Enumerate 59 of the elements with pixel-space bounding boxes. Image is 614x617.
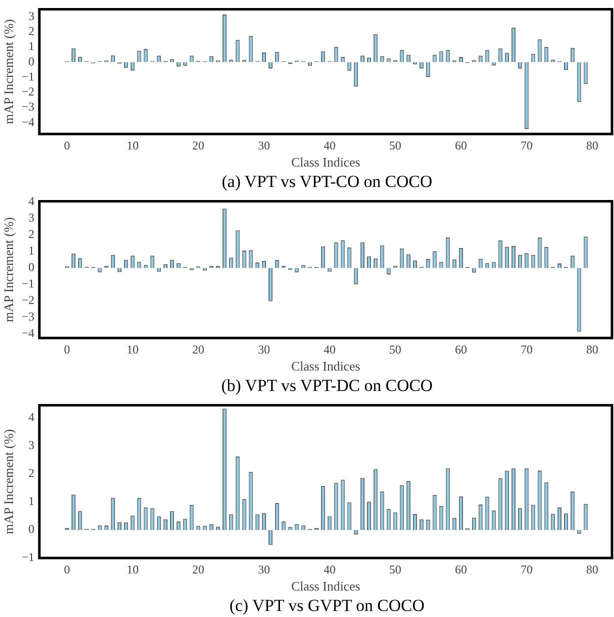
x-tick-label: 40 — [324, 562, 336, 576]
x-tick-label: 30 — [258, 342, 270, 356]
x-axis-title: Class Indices — [291, 358, 360, 374]
y-tick-label: 4 — [28, 410, 34, 424]
x-tick-label: 60 — [454, 138, 467, 152]
text: (a) VPT vs VPT-CO on COCO — [220, 171, 434, 192]
x-tick-label: 40 — [324, 342, 336, 356]
y-axis-title: mAP Increment (%) — [1, 429, 16, 534]
x-tick-label: 20 — [192, 562, 204, 576]
y-tick-label: 2 — [28, 24, 34, 38]
x-tick-label: 50 — [389, 562, 402, 576]
x-tick-label: 10 — [126, 562, 139, 576]
y-tick-label: 2 — [28, 466, 34, 480]
y-tick-label: −4 — [22, 114, 34, 129]
x-tick-label: 80 — [586, 342, 598, 356]
y-tick-label: 0 — [28, 522, 34, 536]
y-tick-label: 1 — [28, 244, 34, 258]
x-tick-label: 50 — [389, 138, 402, 152]
x-tick-label: 0 — [64, 562, 70, 576]
y-axis-title: mAP Increment (%) — [1, 217, 16, 322]
x-axis-title: Class Indices — [291, 154, 360, 170]
x-tick-label: 10 — [126, 342, 139, 356]
x-tick-label: 60 — [454, 562, 467, 576]
y-tick-label: 2 — [28, 227, 34, 242]
x-tick-label: 80 — [586, 562, 598, 576]
x-tick-label: 70 — [520, 562, 533, 576]
y-tick-label: −3 — [22, 100, 34, 114]
x-tick-label: 20 — [192, 138, 204, 152]
y-tick-label: 1 — [28, 494, 34, 508]
y-tick-label: 3 — [28, 438, 34, 452]
x-tick-label: 0 — [64, 138, 70, 152]
x-tick-label: 50 — [389, 342, 402, 356]
x-tick-label: 30 — [258, 138, 270, 152]
text: (b) VPT vs VPT-DC on COCO — [220, 375, 434, 396]
y-tick-label: −2 — [22, 84, 34, 99]
y-tick-label: 3 — [28, 8, 34, 23]
y-tick-label: −1 — [22, 276, 34, 291]
x-tick-label: 0 — [64, 342, 70, 356]
y-tick-label: 4 — [28, 194, 34, 208]
y-tick-label: −3 — [22, 310, 34, 324]
x-tick-label: 80 — [586, 138, 598, 152]
y-tick-label: −2 — [22, 293, 34, 308]
x-tick-label: 70 — [520, 138, 533, 152]
y-tick-label: 0 — [28, 260, 34, 274]
text: (c) VPT vs GVPT on COCO — [228, 595, 426, 616]
y-tick-label: −1 — [22, 69, 34, 84]
y-tick-label: 3 — [28, 210, 34, 225]
x-tick-label: 20 — [192, 342, 204, 356]
x-tick-label: 10 — [126, 138, 139, 152]
y-tick-label: −1 — [22, 550, 34, 564]
y-tick-label: 0 — [28, 54, 34, 68]
x-tick-label: 30 — [258, 562, 270, 576]
x-tick-label: 60 — [454, 342, 467, 356]
y-axis-title: mAP Increment (%) — [1, 19, 16, 124]
x-axis-title: Class Indices — [291, 578, 360, 594]
y-tick-label: −4 — [22, 326, 34, 340]
x-tick-label: 40 — [324, 138, 336, 152]
y-tick-label: 1 — [28, 39, 34, 54]
x-tick-label: 70 — [520, 342, 533, 356]
